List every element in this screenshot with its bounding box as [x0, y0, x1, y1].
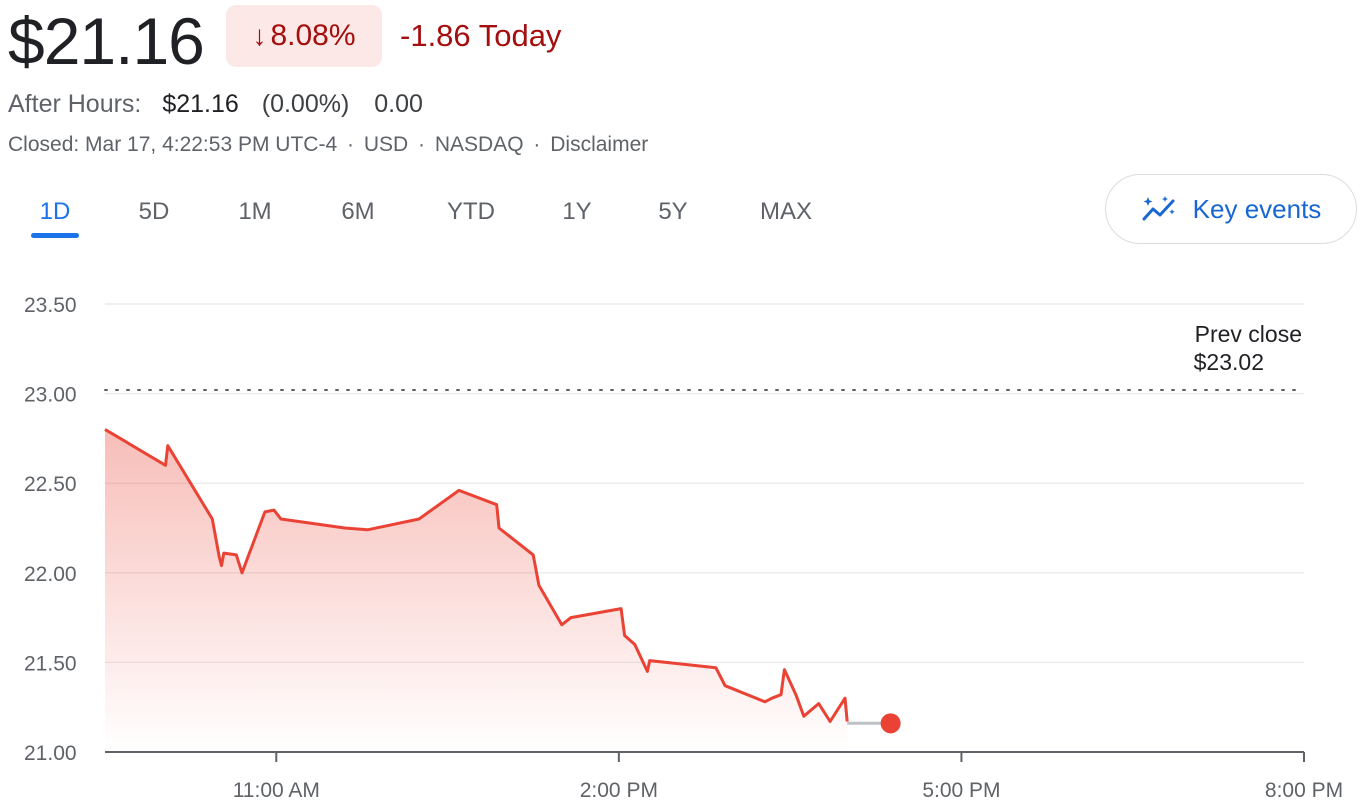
- price-line: [104, 428, 849, 723]
- tab-5y[interactable]: 5Y: [658, 198, 688, 225]
- current-price: $21.16: [8, 4, 205, 78]
- key-events-button[interactable]: Key events: [1105, 174, 1357, 244]
- tab-ytd[interactable]: YTD: [447, 198, 495, 225]
- change-percent-badge: ↓ 8.08%: [226, 5, 382, 67]
- after-hours-change: 0.00: [374, 90, 423, 118]
- quote-meta: Closed: Mar 17, 4:22:53 PM UTC-4 · USD ·…: [8, 131, 648, 159]
- after-hours-price: $21.16: [162, 90, 239, 118]
- tab-1d[interactable]: 1D: [31, 190, 79, 238]
- sparkle-trend-icon: [1142, 196, 1175, 221]
- disclaimer-link[interactable]: Disclaimer: [550, 133, 649, 156]
- meta-separator: ·: [418, 133, 426, 156]
- change-today: -1.86 Today: [400, 18, 562, 53]
- tab-1y[interactable]: 1Y: [562, 198, 592, 225]
- y-tick-label: 22.00: [24, 563, 77, 586]
- y-tick-label: 23.00: [24, 384, 77, 407]
- y-tick-label: 22.50: [24, 473, 77, 496]
- tab-max[interactable]: MAX: [759, 198, 812, 225]
- prev-close-value: $23.02: [1194, 349, 1264, 375]
- exchange: NASDAQ: [434, 133, 524, 156]
- after-hours-percent: (0.00%): [261, 90, 350, 118]
- meta-separator: ·: [346, 133, 354, 156]
- after-hours-row: After Hours: $21.16 (0.00%) 0.00: [8, 88, 423, 120]
- currency: USD: [363, 133, 409, 156]
- x-tick-label: 8:00 PM: [1265, 779, 1343, 802]
- price-chart[interactable]: 23.50 23.00 22.50 22.00 21.50 21.00 Prev clos…: [0, 250, 1366, 810]
- y-tick-label: 21.50: [24, 652, 77, 675]
- prev-close-label: Prev close: [1195, 321, 1302, 347]
- after-hours-label: After Hours:: [8, 90, 142, 118]
- key-events-label: Key events: [1192, 193, 1322, 224]
- x-tick-label: 11:00 AM: [233, 779, 320, 802]
- price-area-fill: [105, 429, 848, 752]
- change-percent: 8.08%: [270, 19, 356, 52]
- x-tick-label: 5:00 PM: [922, 779, 1000, 802]
- y-tick-label: 23.50: [24, 294, 77, 317]
- market-status: Closed: Mar 17, 4:22:53 PM UTC-4: [8, 133, 338, 156]
- tab-6m[interactable]: 6M: [341, 198, 375, 225]
- x-tick-label: 2:00 PM: [580, 779, 658, 802]
- range-tabs: 1D 5D 1M 6M YTD 1Y 5Y MAX: [0, 190, 900, 240]
- y-tick-label: 21.00: [24, 742, 77, 765]
- tab-5d[interactable]: 5D: [138, 198, 170, 225]
- current-price-dot: [880, 713, 901, 734]
- meta-separator: ·: [533, 133, 541, 156]
- arrow-down-icon: ↓: [252, 20, 267, 51]
- tab-1m[interactable]: 1M: [238, 198, 272, 225]
